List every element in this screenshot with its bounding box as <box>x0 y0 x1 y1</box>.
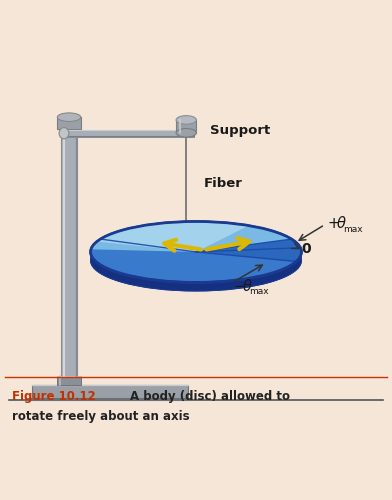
Text: A body (disc) allowed to: A body (disc) allowed to <box>130 390 290 403</box>
Polygon shape <box>98 222 248 252</box>
Ellipse shape <box>176 116 196 124</box>
Ellipse shape <box>57 113 81 122</box>
Text: $-\!\theta$: $-\!\theta$ <box>233 278 254 294</box>
Ellipse shape <box>91 222 301 282</box>
Polygon shape <box>57 376 81 385</box>
Polygon shape <box>176 120 196 133</box>
Ellipse shape <box>91 222 301 282</box>
Polygon shape <box>92 222 290 252</box>
Text: Figure 10.12: Figure 10.12 <box>13 390 96 403</box>
Ellipse shape <box>91 230 301 291</box>
Polygon shape <box>91 252 301 291</box>
Ellipse shape <box>176 128 196 137</box>
Text: $\mathbf{0}$: $\mathbf{0}$ <box>301 242 312 256</box>
Polygon shape <box>57 117 81 129</box>
Text: max: max <box>343 225 363 234</box>
Text: Fiber: Fiber <box>204 177 243 190</box>
Polygon shape <box>32 385 188 400</box>
Polygon shape <box>61 129 77 377</box>
Text: $+\!\theta$: $+\!\theta$ <box>327 216 347 232</box>
Polygon shape <box>61 130 194 136</box>
Polygon shape <box>196 239 300 262</box>
Text: Support: Support <box>210 124 270 138</box>
Text: max: max <box>250 288 269 296</box>
Text: rotate freely about an axis: rotate freely about an axis <box>13 410 190 424</box>
Ellipse shape <box>59 128 69 139</box>
